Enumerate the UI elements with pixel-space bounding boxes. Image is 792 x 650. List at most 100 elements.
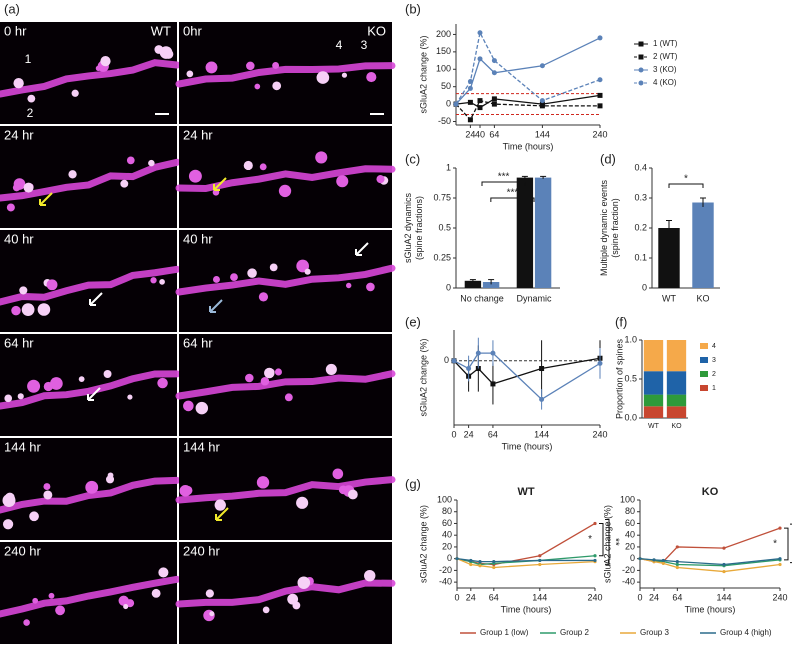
x-tick-label: 24 [466,592,476,602]
spine [68,170,77,179]
spine [278,184,292,198]
series-line [455,30,601,105]
series-line [456,558,596,569]
legend-label: Group 2 [560,628,589,637]
y-tick-label: 0.2 [634,222,647,232]
spine [332,468,344,480]
spine [254,83,261,90]
significance-label: * [588,534,592,545]
y-tick-label: 50 [441,81,451,91]
point [492,560,496,564]
time-label: 40 hr [4,231,34,246]
arrow [209,299,223,313]
y-tick-label: 80 [625,506,635,516]
spine [123,604,129,610]
legend-label: 4 [712,343,716,350]
spine [272,81,282,91]
significance-label: *** [498,172,510,183]
spine-number: 3 [361,38,368,52]
y-tick-label: 0 [446,98,451,108]
y-tick-label: 0.5 [624,373,637,383]
spine [78,376,85,383]
x-tick-label: 40 [475,129,485,139]
y-tick-label: 0.75 [433,192,451,202]
y-tick-label: 200 [436,29,451,39]
significance-bracket [605,518,610,565]
spine [55,605,66,616]
spine [214,499,226,511]
x-tick-label: 144 [532,592,547,602]
y-tick-label: 0 [444,355,449,365]
legend-swatch [700,357,708,363]
bar-segment [666,394,687,407]
spine [148,159,155,167]
spine [50,377,63,390]
point [722,546,726,550]
y-tick-label: 100 [620,494,635,504]
time-label: 240 hr [4,543,42,558]
point [478,564,482,568]
x-tick-label: 64 [672,592,682,602]
spine [159,279,165,285]
panel-label: (f) [615,314,627,329]
significance-bracket [481,181,526,186]
spine [364,569,376,582]
legend-label: Group 1 (low) [480,628,529,637]
y-tick-label: 20 [442,541,452,551]
point [453,101,459,107]
y-tick-label: 100 [436,64,451,74]
spine [6,203,15,212]
dendrite [0,476,181,514]
y-axis-label: sGluA2 change (%) [418,338,428,416]
point [778,526,782,530]
spine [48,592,55,599]
spine [186,70,194,78]
spine [341,72,348,78]
point [597,77,603,83]
spine [338,485,348,495]
spine [32,597,39,604]
significance-bracket [668,183,704,188]
arrow [215,507,229,521]
bar [658,228,680,288]
legend-label: 4 (KO) [653,78,677,87]
dendrite [0,158,181,202]
spine [125,599,135,608]
x-tick-label: 24 [649,592,659,602]
spine [259,163,267,171]
point [467,85,473,91]
y-tick-label: 150 [436,46,451,56]
point [477,105,483,111]
point [539,103,545,109]
spine [23,619,30,626]
series-line [453,357,601,385]
point [477,56,483,62]
dendrite [0,59,181,98]
point [597,35,603,41]
arrow [89,292,103,306]
x-tick-label: 24 [464,429,474,439]
y-axis-label: (spine fraction) [610,198,620,258]
spine [366,282,375,292]
time-label: 64 hr [4,335,34,350]
series-line [456,555,596,566]
y-axis-label: Proportion of spines [614,338,624,419]
spine [336,175,349,188]
x-axis-label: Time (hours) [501,604,552,614]
spine [304,268,311,275]
arrow [39,192,53,206]
spine [316,71,330,84]
dendrite [175,264,396,296]
point [469,562,473,567]
point [477,98,483,104]
spine [107,472,114,479]
time-label: 64 hr [183,335,213,350]
legend-swatch [700,371,708,377]
point [491,70,497,76]
significance-bracket [599,522,604,557]
point [490,350,496,356]
x-tick-label: No change [460,293,504,303]
point [538,562,542,567]
x-tick-label: 0 [454,592,459,602]
